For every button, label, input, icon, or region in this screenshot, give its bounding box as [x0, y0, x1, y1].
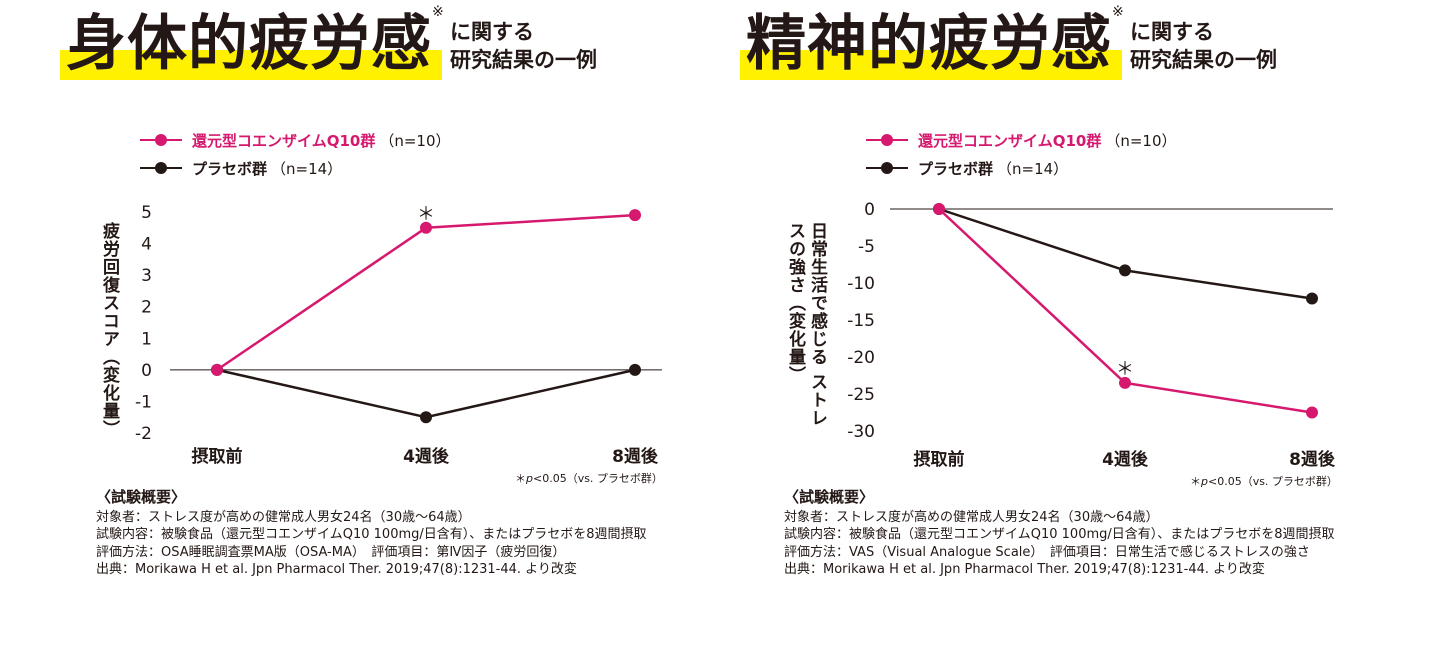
summary-subjects: 対象者：ストレス度が高めの健常成人男女24名（30歳～64歳） — [784, 509, 1159, 525]
subtitle-line2: 研究結果の一例 — [1130, 48, 1277, 72]
summary-source: 出典：Morikawa H et al. Jpn Pharmacol Ther.… — [96, 562, 577, 577]
y-tick-label: -5 — [858, 237, 875, 257]
legend-n-treatment: （n=10） — [1105, 131, 1177, 150]
footnote-star: ＊ — [515, 472, 526, 485]
legend-line-treatment — [140, 134, 182, 146]
footnote-p: p — [1201, 475, 1208, 488]
right-title: 精神的疲労感 — [746, 9, 1112, 79]
y-tick-label: 4 — [141, 235, 152, 255]
title-highlight — [740, 50, 1122, 80]
left-panel: 身体的疲労感 ※ に関する 研究結果の一例 還元型コエンザイムQ10群 （n=1… — [60, 4, 663, 579]
legend-item-treatment: 還元型コエンザイムQ10群 （n=10） — [140, 130, 451, 150]
data-point-treatment — [420, 221, 432, 234]
summary-source: 出典：Morikawa H et al. Jpn Pharmacol Ther.… — [784, 562, 1265, 577]
left-title: 身体的疲労感 — [66, 9, 432, 79]
summary-subjects: 対象者：ストレス度が高めの健常成人男女24名（30歳～64歳） — [96, 509, 471, 525]
y-tick-label: -1 — [135, 392, 152, 412]
title-highlight — [60, 50, 442, 80]
left-subtitle: に関する 研究結果の一例 — [450, 18, 597, 74]
data-point-treatment — [1119, 376, 1131, 389]
data-point-placebo — [1306, 292, 1318, 305]
data-point-treatment — [211, 363, 223, 376]
subtitle-line1: に関する — [450, 20, 534, 44]
legend-line-placebo — [866, 162, 908, 174]
legend-label-placebo: プラセボ群 — [192, 159, 268, 178]
data-point-treatment — [629, 209, 641, 222]
summary-method: 評価方法：VAS（Visual Analogue Scale） 評価項目：日常生… — [784, 544, 1310, 560]
subtitle-line1: に関する — [1130, 20, 1214, 44]
y-tick-label: 1 — [141, 329, 152, 349]
y-tick-label: 5 — [141, 203, 152, 223]
right-subtitle: に関する 研究結果の一例 — [1130, 18, 1277, 74]
summary-title: 〈試験概要〉 — [96, 488, 187, 506]
left-footnote: ＊p<0.05（vs. プラセボ群） — [515, 470, 663, 486]
footnote-text: <0.05（vs. プラセボ群） — [532, 472, 663, 485]
summary-test: 試験内容：被験食品（還元型コエンザイムQ10 100mg/日含有）、またはプラセ… — [96, 527, 647, 542]
legend-label-placebo: プラセボ群 — [918, 159, 994, 178]
y-tick-label: -25 — [847, 385, 875, 405]
series-line-placebo — [216, 368, 636, 419]
significance-mark: ＊ — [1116, 359, 1134, 380]
right-y-axis-label: 日常生活で感じる ストレスの強さ（変化量） — [784, 222, 828, 442]
x-category-label: 4週後 — [1102, 449, 1149, 470]
x-category-label: 8週後 — [612, 446, 659, 467]
y-tick-label: -15 — [847, 311, 875, 331]
legend-item-placebo: プラセボ群 （n=14） — [140, 158, 342, 178]
right-title-block: 精神的疲労感 ※ に関する 研究結果の一例 — [740, 4, 1320, 80]
data-point-placebo — [420, 411, 432, 424]
ylabel-line1: 日常生活で感じる — [807, 222, 827, 366]
data-point-treatment — [1306, 406, 1318, 419]
right-panel: 精神的疲労感 ※ に関する 研究結果の一例 還元型コエンザイムQ10群 （n=1… — [720, 0, 1440, 666]
summary-test: 試験内容：被験食品（還元型コエンザイムQ10 100mg/日含有）、またはプラセ… — [784, 527, 1335, 542]
x-category-label: 摂取前 — [914, 449, 965, 470]
data-point-placebo — [1119, 264, 1131, 277]
summary-method: 評価方法：OSA睡眠調査票MA版（OSA-MA） 評価項目：第Ⅳ因子（疲労回復） — [96, 544, 566, 560]
footnote-star: ＊ — [1190, 475, 1201, 488]
right-footnote: ＊p<0.05（vs. プラセボ群） — [1190, 473, 1338, 489]
significance-mark: ＊ — [417, 204, 435, 225]
legend-n-placebo: （n=14） — [997, 159, 1069, 178]
ylabel-line2: ストレスの強さ（変化量） — [785, 222, 827, 427]
series-line-placebo — [938, 207, 1313, 300]
x-category-label: 摂取前 — [192, 446, 243, 467]
y-tick-label: -20 — [847, 348, 875, 368]
footnote-p: p — [526, 472, 533, 485]
footnote-text: <0.05（vs. プラセボ群） — [1207, 475, 1338, 488]
series-line-treatment — [216, 213, 636, 371]
y-tick-label: 2 — [141, 298, 152, 318]
data-point-treatment — [933, 203, 945, 215]
y-tick-label: -2 — [135, 424, 152, 444]
legend-line-treatment — [866, 134, 908, 146]
y-tick-label: 0 — [864, 200, 875, 220]
y-tick-label: -10 — [847, 274, 875, 294]
title-note-mark: ※ — [432, 4, 444, 20]
legend-label-treatment: 還元型コエンザイムQ10群 — [918, 131, 1102, 150]
right-chart: 0 -5 -10 -15 -20 -25 -30 摂取前 4週後 8週後 ＊ — [847, 200, 1336, 470]
legend-label-treatment: 還元型コエンザイムQ10群 — [192, 131, 376, 150]
x-category-label: 4週後 — [403, 446, 450, 467]
right-summary: 〈試験概要〉 対象者：ストレス度が高めの健常成人男女24名（30歳～64歳） 試… — [784, 488, 1335, 579]
left-chart: 5 4 3 2 1 0 -1 -2 摂取前 4週後 8週後 ＊ — [135, 203, 662, 467]
summary-title: 〈試験概要〉 — [784, 488, 875, 506]
y-tick-label: 3 — [141, 266, 152, 286]
y-tick-label: 0 — [141, 361, 152, 381]
legend-line-placebo — [140, 162, 182, 174]
title-note-mark: ※ — [1112, 4, 1124, 20]
data-point-placebo — [629, 363, 641, 376]
legend-n-treatment: （n=10） — [379, 131, 451, 150]
left-y-axis-label: 疲労回復スコア（変化量） — [99, 222, 119, 438]
y-tick-label: -30 — [847, 422, 875, 442]
subtitle-line2: 研究結果の一例 — [450, 48, 597, 72]
legend-n-placebo: （n=14） — [271, 159, 343, 178]
left-summary: 〈試験概要〉 対象者：ストレス度が高めの健常成人男女24名（30歳～64歳） 試… — [96, 488, 647, 579]
legend-item-placebo: プラセボ群 （n=14） — [866, 158, 1068, 178]
x-category-label: 8週後 — [1289, 449, 1336, 470]
legend-item-treatment: 還元型コエンザイムQ10群 （n=10） — [866, 130, 1177, 150]
left-title-block: 身体的疲労感 ※ に関する 研究結果の一例 — [60, 4, 620, 80]
